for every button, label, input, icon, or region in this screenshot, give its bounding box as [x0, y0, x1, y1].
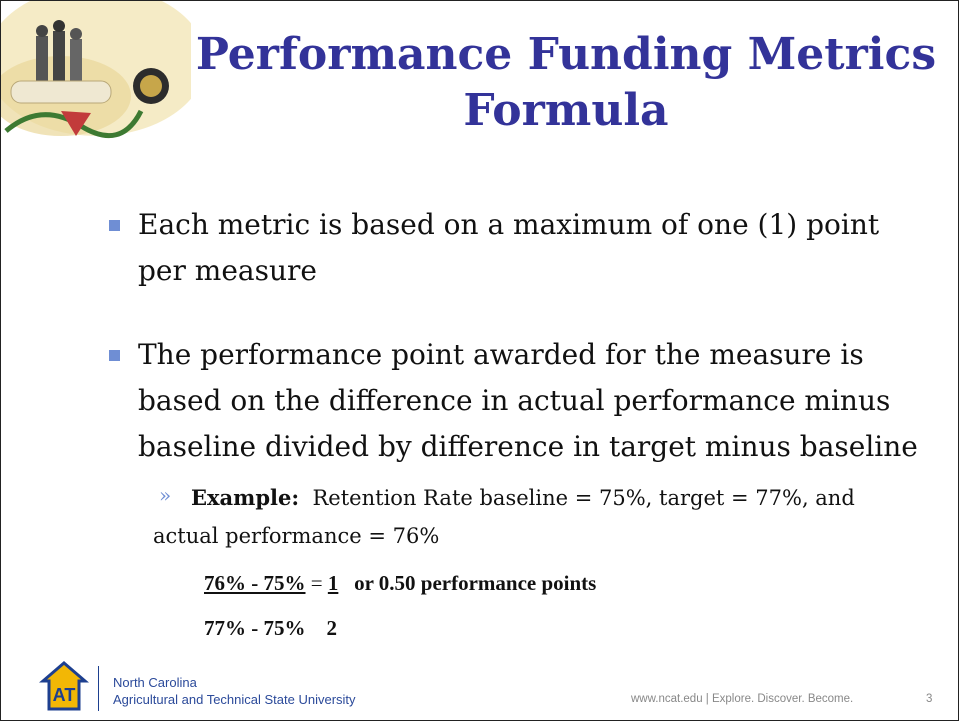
result-denominator: 2 — [326, 616, 338, 640]
bullet-text: Each metric is based on a maximum of one… — [138, 208, 880, 287]
formula-row: 77% - 75% 2 — [204, 616, 337, 641]
bullet-marker — [109, 220, 120, 231]
footer-university: Agricultural and Technical State Univers… — [113, 692, 356, 707]
title-line: Performance Funding Metrics — [195, 29, 937, 80]
example-text: Retention Rate baseline = 75%, target = … — [153, 486, 855, 548]
bullet-marker — [109, 350, 120, 361]
page-number: 3 — [926, 693, 933, 705]
sub-bullet-marker: » — [159, 483, 172, 507]
example-label: Example: — [191, 485, 300, 510]
numerator: 76% - 75% — [204, 571, 306, 595]
university-logo: AT — [39, 661, 89, 711]
header-decoration — [1, 1, 191, 139]
result-text: or 0.50 performance points — [354, 571, 597, 595]
bullet-text: The performance point awarded for the me… — [138, 338, 918, 463]
result: 1 — [327, 571, 339, 595]
footer-university: North Carolina — [113, 675, 197, 690]
example: Example: Retention Rate baseline = 75%, … — [153, 479, 893, 555]
equals: = — [310, 571, 323, 595]
footer-divider — [98, 666, 99, 711]
title-line: Formula — [463, 85, 669, 136]
formula-row: 76% - 75% = 1 or 0.50 performance points — [204, 571, 596, 596]
footer-website: www.ncat.edu | Explore. Discover. Become… — [631, 693, 854, 705]
svg-text:AT: AT — [53, 685, 76, 705]
denominator: 77% - 75% — [204, 616, 306, 640]
